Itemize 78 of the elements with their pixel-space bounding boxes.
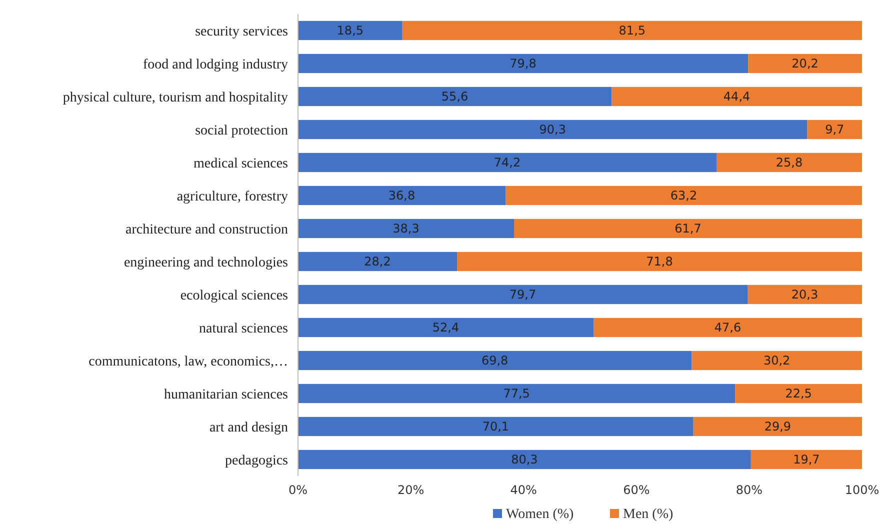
data-label: 47,6 xyxy=(714,320,742,335)
bar xyxy=(298,384,736,404)
bar xyxy=(612,86,862,106)
bar xyxy=(506,186,862,206)
x-tick-label: 100% xyxy=(844,483,880,497)
bar xyxy=(298,54,748,74)
data-label: 20,2 xyxy=(792,56,818,71)
bar xyxy=(514,218,862,238)
bar xyxy=(298,450,751,470)
data-label: 22,5 xyxy=(785,386,812,401)
y-tick-label: art and design xyxy=(209,420,288,436)
y-tick-label: food and lodging industry xyxy=(142,57,288,72)
data-label: 70,1 xyxy=(482,420,510,434)
bar xyxy=(298,252,458,272)
x-tick-label: 40% xyxy=(510,483,537,497)
y-tick-label: security services xyxy=(195,24,288,40)
data-label: 44,4 xyxy=(723,90,750,104)
bar xyxy=(298,218,514,238)
bar xyxy=(748,54,862,74)
legend-label: Men (%) xyxy=(623,507,674,522)
x-tick-label: 80% xyxy=(736,483,763,497)
x-tick-label: 20% xyxy=(397,483,424,497)
y-tick-label: social protection xyxy=(195,123,288,138)
bar xyxy=(298,86,612,106)
data-label: 90,3 xyxy=(539,122,566,137)
data-label: 38,3 xyxy=(392,222,420,236)
y-tick-label: natural sciences xyxy=(198,321,288,336)
bar xyxy=(735,384,862,404)
data-label: 30,2 xyxy=(763,354,790,368)
bar xyxy=(716,152,862,172)
x-tick-label: 60% xyxy=(623,483,650,497)
data-label: 9,7 xyxy=(825,122,844,137)
data-label: 28,2 xyxy=(364,254,391,269)
data-label: 61,7 xyxy=(674,222,702,236)
bar xyxy=(750,450,862,470)
y-tick-label: physical culture, tourism and hospitality xyxy=(62,90,288,106)
bar xyxy=(298,186,506,206)
legend-label: Women (%) xyxy=(506,507,574,522)
bar xyxy=(807,120,862,140)
bar xyxy=(298,416,694,436)
y-tick-label: humanitarian sciences xyxy=(164,387,288,402)
bar xyxy=(298,350,692,370)
data-label: 74,2 xyxy=(494,156,521,170)
bar xyxy=(748,284,862,304)
data-label: 63,2 xyxy=(670,188,698,203)
data-label: 69,8 xyxy=(481,354,508,368)
bar xyxy=(298,120,808,140)
y-tick-label: communicatons, law, economics,… xyxy=(88,354,288,370)
data-label: 77,5 xyxy=(503,386,530,401)
data-label: 18,5 xyxy=(336,24,364,38)
bar xyxy=(692,350,862,370)
y-tick-label: medical sciences xyxy=(194,156,288,172)
y-tick-label: agriculture, forestry xyxy=(176,189,288,204)
y-tick-label: architecture and construction xyxy=(126,222,288,238)
bar xyxy=(298,318,594,338)
bar xyxy=(298,152,716,172)
data-label: 55,6 xyxy=(441,90,468,104)
data-label: 79,8 xyxy=(510,56,536,71)
data-label: 79,7 xyxy=(509,288,536,302)
bar xyxy=(457,252,862,272)
bar xyxy=(693,416,862,436)
y-tick-label: engineering and technologies xyxy=(124,255,288,270)
data-label: 29,9 xyxy=(764,420,792,434)
data-label: 71,8 xyxy=(646,254,673,269)
bar xyxy=(298,20,402,40)
bar xyxy=(594,318,862,338)
y-tick-label: pedagogics xyxy=(225,453,288,468)
data-label: 36,8 xyxy=(388,188,416,203)
x-tick-label: 0% xyxy=(288,483,308,497)
data-label: 52,4 xyxy=(432,320,460,335)
data-label: 19,7 xyxy=(793,452,820,467)
data-label: 25,8 xyxy=(776,156,803,170)
y-tick-label: ecological sciences xyxy=(180,288,288,304)
data-label: 80,3 xyxy=(511,452,538,467)
bar xyxy=(298,284,748,304)
bar xyxy=(402,20,862,40)
data-label: 20,3 xyxy=(791,288,818,302)
data-label: 81,5 xyxy=(618,24,646,38)
